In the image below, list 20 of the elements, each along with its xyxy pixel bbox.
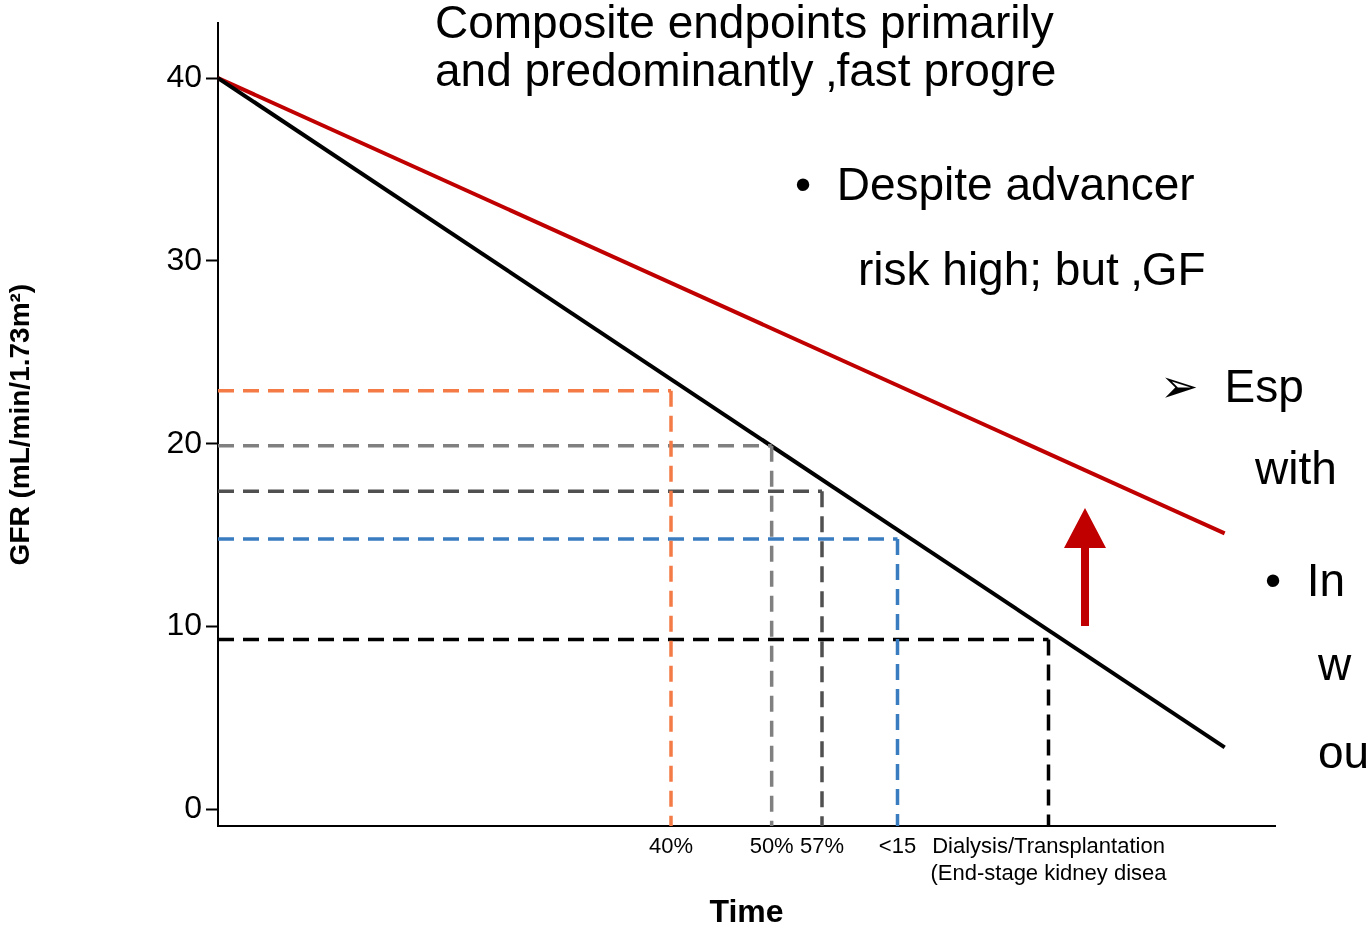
- y-axis-title: GFR (mL/min/1.73m²): [3, 283, 35, 566]
- y-tick-label: 0: [184, 789, 202, 826]
- annotation: ➢ Esp: [1160, 360, 1304, 412]
- text: ou: [1318, 726, 1370, 778]
- text: w: [1318, 638, 1352, 690]
- x-tick-label: <15: [878, 833, 917, 859]
- x-tick-label: 50%: [749, 833, 794, 859]
- x-tick-label: 40%: [648, 833, 694, 859]
- y-tick-label: 40: [166, 57, 202, 94]
- annotation: • Despite advancer: [795, 158, 1195, 210]
- annotation: • In: [1265, 554, 1346, 606]
- x-tick-label: 57%: [799, 833, 845, 859]
- annotation: with: [1255, 442, 1337, 494]
- annotation: Composite endpoints primarily: [435, 0, 1054, 48]
- x-axis-title: Time: [709, 892, 784, 929]
- y-tick-label: 10: [166, 606, 202, 643]
- x-tick-label: Dialysis/Transplantation (End-stage kidney disea: [930, 833, 1168, 885]
- annotation: risk high; but ‚GF: [858, 243, 1206, 295]
- y-tick-label: 20: [166, 423, 202, 460]
- y-tick-label: 30: [166, 240, 202, 277]
